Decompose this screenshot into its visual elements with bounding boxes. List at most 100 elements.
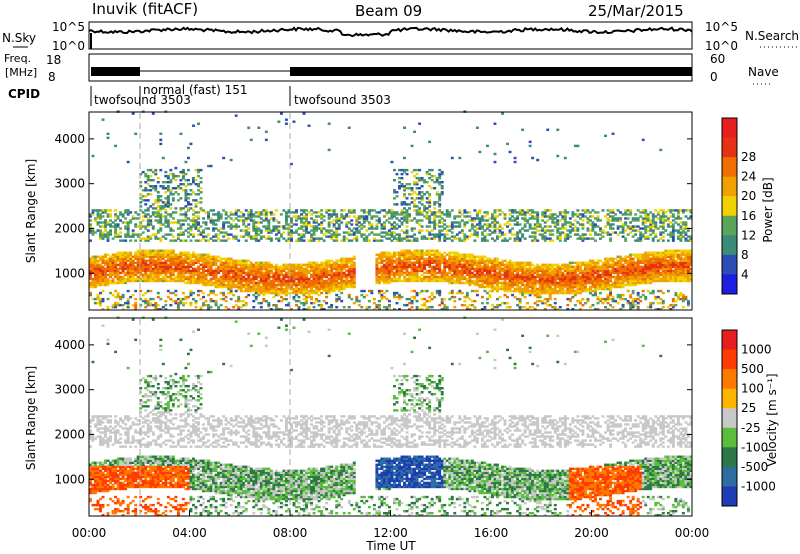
power-cell-1500 bbox=[222, 275, 226, 279]
power-cell-1140 bbox=[186, 178, 190, 182]
power-cell-3537 bbox=[430, 293, 434, 297]
power-cell-1490 bbox=[219, 215, 223, 218]
power-cell-2817 bbox=[357, 225, 361, 228]
power-cell-1111 bbox=[184, 172, 188, 176]
power-cell-4669 bbox=[543, 287, 547, 291]
power-cell-643 bbox=[149, 257, 153, 261]
power-cell-4534 bbox=[528, 223, 532, 226]
power-cell-3009 bbox=[387, 299, 391, 303]
power-cell-547 bbox=[141, 225, 145, 228]
power-cell-3592 bbox=[433, 201, 437, 204]
power-cell-242 bbox=[111, 259, 115, 263]
power-cell-2124 bbox=[287, 303, 291, 307]
power-cell-4101 bbox=[483, 215, 487, 218]
power-cell-1112 bbox=[184, 160, 188, 164]
power-cell-755 bbox=[156, 201, 160, 204]
power-cell-27 bbox=[91, 283, 95, 287]
power-cell-402 bbox=[126, 223, 130, 226]
power-cell-2103 bbox=[284, 285, 288, 289]
power-cell-832 bbox=[164, 269, 168, 273]
power-cell-4134 bbox=[488, 283, 492, 287]
power-cell-4006 bbox=[475, 279, 479, 283]
power-cell-4817 bbox=[556, 128, 560, 131]
power-cell-3703 bbox=[443, 269, 447, 273]
power-cell-2271 bbox=[300, 219, 303, 222]
power-cell-1605 bbox=[232, 261, 236, 265]
power-cell-462 bbox=[134, 265, 138, 269]
power-cell-2250 bbox=[300, 289, 303, 293]
power-cell-1199 bbox=[192, 209, 195, 212]
power-cell-4251 bbox=[498, 213, 502, 216]
power-cell-3695 bbox=[443, 305, 447, 309]
power-cell-3617 bbox=[435, 201, 439, 204]
power-cell-2275 bbox=[302, 307, 306, 311]
power-cell-4052 bbox=[480, 307, 484, 311]
power-cell-4259 bbox=[501, 273, 504, 277]
power-cell-216 bbox=[109, 261, 113, 265]
power-cell-2118 bbox=[284, 217, 288, 220]
power-cell-3533 bbox=[428, 168, 432, 172]
power-cell-2368 bbox=[310, 279, 314, 283]
power-cell-3059 bbox=[390, 160, 394, 164]
power-cell-1163 bbox=[189, 239, 193, 242]
power-cell-4268 bbox=[501, 227, 504, 230]
power-cell-2743 bbox=[347, 259, 351, 263]
power-cell-1884 bbox=[259, 213, 263, 216]
power-cell-1921 bbox=[264, 269, 268, 273]
power-cell-1125 bbox=[186, 255, 190, 258]
power-cell-3697 bbox=[443, 297, 447, 301]
power-cell-1541 bbox=[224, 211, 228, 214]
power-cell-4159 bbox=[491, 279, 494, 283]
power-cell-4697 bbox=[546, 289, 550, 293]
power-cell-3594 bbox=[433, 180, 437, 184]
power-cell-741 bbox=[156, 255, 160, 258]
power-cell-3071 bbox=[393, 261, 396, 265]
power-cell-4389 bbox=[516, 289, 520, 293]
power-cell-775 bbox=[159, 255, 163, 258]
power-cell-3279 bbox=[410, 301, 414, 305]
power-cell-312 bbox=[119, 271, 123, 275]
power-cell-663 bbox=[151, 279, 155, 283]
power-cell-1962 bbox=[267, 225, 271, 228]
power-cell-660 bbox=[149, 168, 153, 172]
power-cell-892 bbox=[166, 176, 170, 180]
power-cell-200 bbox=[106, 221, 110, 224]
power-cell-2446 bbox=[317, 279, 321, 283]
power-cell-461 bbox=[134, 267, 138, 271]
power-cell-1256 bbox=[197, 223, 200, 226]
power-cell-2562 bbox=[330, 303, 334, 307]
power-cell-919 bbox=[169, 213, 173, 216]
power-cell-2197 bbox=[292, 211, 296, 214]
power-cell-3307 bbox=[410, 170, 414, 174]
power-cell-2591 bbox=[332, 279, 336, 283]
power-cell-4616 bbox=[536, 211, 540, 214]
power-cell-3946 bbox=[468, 261, 472, 265]
power-cell-4564 bbox=[533, 307, 537, 311]
power-cell-4054 bbox=[480, 295, 484, 299]
power-cell-4400 bbox=[516, 267, 520, 271]
power-cell-3423 bbox=[420, 257, 424, 261]
power-cell-1738 bbox=[247, 279, 251, 283]
power-cell-1414 bbox=[212, 239, 216, 242]
power-cell-3271 bbox=[408, 215, 411, 218]
power-cell-4930 bbox=[568, 263, 572, 267]
power-cell-2351 bbox=[307, 263, 311, 267]
power-cell-3195 bbox=[403, 237, 406, 240]
power-cell-1444 bbox=[214, 233, 218, 236]
power-cell-1014 bbox=[179, 299, 183, 303]
power-cell-2724 bbox=[345, 225, 349, 228]
power-cell-2939 bbox=[380, 271, 384, 275]
power-cell-2635 bbox=[335, 227, 339, 230]
power-cell-1143 bbox=[186, 146, 190, 150]
power-cell-1295 bbox=[199, 187, 203, 190]
power-cell-696 bbox=[154, 275, 158, 279]
power-cell-3147 bbox=[398, 180, 401, 184]
power-cell-1175 bbox=[192, 297, 195, 301]
power-cell-4423 bbox=[518, 281, 522, 285]
power-cell-3540 bbox=[430, 277, 434, 281]
power-cell-368 bbox=[124, 235, 128, 238]
power-cell-3004 bbox=[385, 219, 389, 222]
power-cell-2992 bbox=[385, 267, 389, 271]
power-cell-3465 bbox=[423, 193, 427, 196]
power-cell-2831 bbox=[360, 209, 364, 212]
